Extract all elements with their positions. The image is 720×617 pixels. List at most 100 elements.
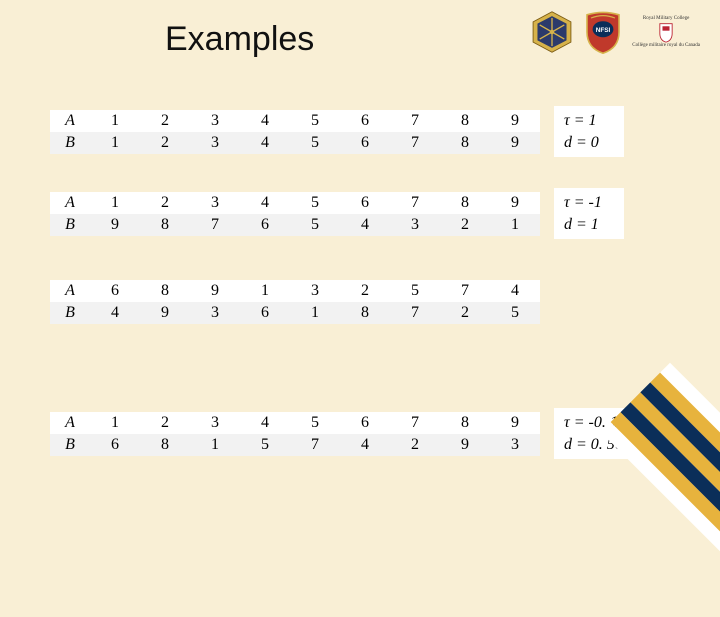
cell: 1 [90, 192, 140, 214]
cell: 9 [190, 280, 240, 302]
cell: 5 [290, 110, 340, 132]
cell: 7 [390, 192, 440, 214]
example-block-4: A 1 2 3 4 5 6 7 8 9 B 6 8 1 5 7 4 2 9 3 … [50, 408, 637, 459]
cell: 8 [440, 192, 490, 214]
cell: 5 [290, 192, 340, 214]
cell: 6 [340, 192, 390, 214]
cell: 3 [190, 412, 240, 434]
corner-stripes-icon [543, 363, 720, 617]
cell: 4 [240, 412, 290, 434]
cell: 7 [390, 412, 440, 434]
cell: 6 [340, 132, 390, 154]
svg-text:NFSI: NFSI [596, 27, 611, 34]
cell: 8 [440, 412, 490, 434]
cell: 4 [240, 192, 290, 214]
cell: 6 [240, 302, 290, 324]
cell: 1 [90, 132, 140, 154]
cell: 2 [140, 412, 190, 434]
cell: 1 [90, 412, 140, 434]
cell: 9 [90, 214, 140, 236]
cell: 7 [390, 132, 440, 154]
example-table-3: A 6 8 9 1 3 2 5 7 4 B 4 9 3 6 1 8 7 2 5 [50, 280, 540, 324]
cell: 7 [390, 302, 440, 324]
logo-group: NFSI Royal Military College Collège mili… [530, 10, 700, 54]
cell: 3 [190, 302, 240, 324]
cell: 5 [390, 280, 440, 302]
row-label: B [50, 434, 90, 456]
table-row: A 6 8 9 1 3 2 5 7 4 [50, 280, 540, 302]
cell: 7 [190, 214, 240, 236]
table-row: B 9 8 7 6 5 4 3 2 1 [50, 214, 540, 236]
cell: 6 [340, 412, 390, 434]
cell: 3 [190, 110, 240, 132]
cell: 8 [440, 132, 490, 154]
cell: 9 [490, 412, 540, 434]
row-label: B [50, 132, 90, 154]
cell: 5 [240, 434, 290, 456]
table-row: B 6 8 1 5 7 4 2 9 3 [50, 434, 540, 456]
cell: 8 [440, 110, 490, 132]
cell: 3 [390, 214, 440, 236]
cell: 2 [140, 192, 190, 214]
cell: 2 [440, 214, 490, 236]
cell: 9 [490, 110, 540, 132]
tau-value: τ = -1 [564, 192, 612, 214]
row-label: A [50, 192, 90, 214]
cell: 7 [440, 280, 490, 302]
table-row: A 1 2 3 4 5 6 7 8 9 [50, 192, 540, 214]
cell: 9 [490, 192, 540, 214]
d-value: d = 1 [564, 214, 612, 236]
cell: 7 [390, 110, 440, 132]
table-row: B 4 9 3 6 1 8 7 2 5 [50, 302, 540, 324]
cell: 4 [240, 110, 290, 132]
example-table-4: A 1 2 3 4 5 6 7 8 9 B 6 8 1 5 7 4 2 9 3 [50, 412, 540, 456]
cell: 5 [290, 214, 340, 236]
cell: 3 [490, 434, 540, 456]
cell: 5 [490, 302, 540, 324]
hexagon-logo-icon [530, 10, 574, 54]
table-row: A 1 2 3 4 5 6 7 8 9 [50, 110, 540, 132]
cell: 4 [340, 214, 390, 236]
example-table-1: A 1 2 3 4 5 6 7 8 9 B 1 2 3 4 5 6 7 8 9 [50, 110, 540, 154]
row-label: B [50, 214, 90, 236]
row-label: A [50, 110, 90, 132]
cell: 2 [440, 302, 490, 324]
cell: 6 [340, 110, 390, 132]
cell: 3 [290, 280, 340, 302]
college-logo-icon: Royal Military College Collège militaire… [632, 16, 700, 49]
table-row: B 1 2 3 4 5 6 7 8 9 [50, 132, 540, 154]
example-table-2: A 1 2 3 4 5 6 7 8 9 B 9 8 7 6 5 4 3 2 1 [50, 192, 540, 236]
cell: 1 [90, 110, 140, 132]
cell: 6 [90, 280, 140, 302]
example-block-1: A 1 2 3 4 5 6 7 8 9 B 1 2 3 4 5 6 7 8 9 … [50, 106, 624, 157]
cell: 6 [90, 434, 140, 456]
example-block-3: A 6 8 9 1 3 2 5 7 4 B 4 9 3 6 1 8 7 2 5 [50, 280, 540, 324]
cell: 4 [240, 132, 290, 154]
cell: 1 [190, 434, 240, 456]
cell: 9 [140, 302, 190, 324]
cell: 8 [140, 280, 190, 302]
row-label: A [50, 280, 90, 302]
cell: 1 [240, 280, 290, 302]
cell: 9 [440, 434, 490, 456]
page-title: Examples [165, 20, 314, 59]
example-block-2: A 1 2 3 4 5 6 7 8 9 B 9 8 7 6 5 4 3 2 1 … [50, 188, 624, 239]
stats-box-2: τ = -1 d = 1 [554, 188, 624, 239]
cell: 3 [190, 192, 240, 214]
cell: 9 [490, 132, 540, 154]
cell: 5 [290, 132, 340, 154]
cell: 1 [490, 214, 540, 236]
cell: 5 [290, 412, 340, 434]
cell: 2 [140, 110, 190, 132]
cell: 4 [490, 280, 540, 302]
logo-caption-bottom: Collège militaire royal du Canada [632, 43, 700, 49]
cell: 2 [340, 280, 390, 302]
cell: 6 [240, 214, 290, 236]
d-value: d = 0 [564, 132, 612, 154]
cell: 8 [140, 214, 190, 236]
cell: 7 [290, 434, 340, 456]
cell: 4 [340, 434, 390, 456]
cell: 4 [90, 302, 140, 324]
cell: 8 [140, 434, 190, 456]
cell: 2 [140, 132, 190, 154]
